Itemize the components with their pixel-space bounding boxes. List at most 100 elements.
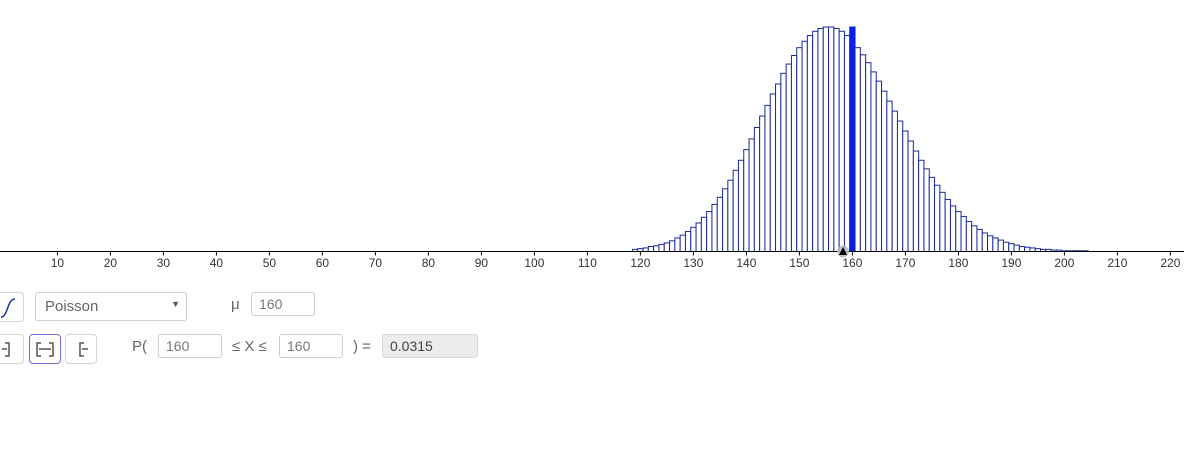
bar [817,27,824,253]
bar [870,71,877,253]
bar [987,235,994,253]
x-tick-label: 170 [895,256,915,270]
bar [949,205,957,252]
bar [642,247,649,253]
bar [838,30,845,253]
bar [690,226,697,253]
x-tick-label: 220 [1160,256,1180,270]
slider-point-marker[interactable] [837,245,849,258]
bar [997,239,1004,253]
probability-suffix: ) = [353,338,371,355]
bar [759,115,766,252]
probability-middle: ≤ X ≤ [232,338,267,355]
bar [695,222,702,253]
two-sided-icon [36,342,54,357]
chevron-down-icon: ▼ [171,299,180,309]
left-sided-icon [2,342,10,357]
cumulative-curve-icon [0,298,16,318]
lower-bound-input[interactable]: 160 [158,334,222,358]
bar [1018,246,1026,252]
probability-prefix: P( [132,338,147,355]
probability-result: 0.0315 [382,334,478,358]
bar [812,30,819,253]
x-tick-label: 130 [683,256,703,270]
bar [881,90,888,252]
bar [1002,241,1010,252]
upper-bound-input[interactable]: 160 [279,334,343,358]
bar [1008,243,1015,253]
bar [928,176,936,253]
bar [843,35,851,252]
bar [902,130,909,252]
distribution-chart: 10 20 30 40 50 60 70 80 90 100 110 120 130 140 150 160 1… [0,26,1184,270]
x-tick-label: 140 [736,256,756,270]
bars-group [631,26,1089,253]
left-sided-button[interactable] [0,334,24,364]
x-tick-label: 150 [789,256,809,270]
x-tick-label: 200 [1054,256,1074,270]
bar [780,72,787,252]
bar [775,83,782,252]
bar [976,228,983,253]
two-sided-button[interactable] [29,334,61,364]
x-tick-label: 210 [1107,256,1127,270]
bar [700,216,708,252]
bar [796,47,803,252]
bar [801,40,808,252]
bar [764,104,771,253]
bar [722,188,729,252]
bar [684,231,692,252]
bar [727,179,734,252]
x-tick-label: 70 [369,256,383,270]
bar [981,232,989,253]
bar [971,225,978,252]
distribution-select-value: Poisson [45,298,99,315]
x-tick-label: 20 [104,256,118,270]
x-tick-label: 180 [948,256,968,270]
x-tick-label: 120 [630,256,650,270]
x-tick-label: 160 [842,256,862,270]
bar [992,237,999,253]
bar [934,184,941,252]
bar [1013,244,1020,252]
x-tick-label: 100 [524,256,544,270]
bar [960,216,967,252]
bar [939,191,946,253]
bar [854,47,861,252]
bar [674,237,681,253]
x-tick-label: 50 [263,256,277,270]
bar [748,138,755,252]
bar [706,211,713,252]
x-tick-label: 110 [578,256,597,270]
cumulative-toggle-button[interactable] [0,292,24,322]
bar [944,198,951,252]
bar [918,159,925,253]
x-tick-label: 80 [422,256,436,270]
bar [806,35,814,252]
bar [647,246,655,252]
bar [769,93,777,252]
right-sided-icon [79,342,88,357]
bar [679,234,686,252]
bar [716,196,724,252]
bar [833,27,840,253]
bar [737,159,745,253]
bar [822,26,830,252]
bar [658,243,665,252]
bar [785,63,792,252]
x-tick-label: 10 [51,256,65,270]
bar [912,150,920,252]
bar [907,140,914,252]
bar [790,55,798,253]
distribution-select[interactable]: Poisson ▼ [35,292,187,321]
bar [663,242,671,252]
bar [923,168,930,252]
bar [859,54,867,252]
bar [828,26,835,252]
bar [886,100,893,253]
x-tick-label: 190 [1001,256,1021,270]
right-sided-button[interactable] [65,334,97,364]
bar [891,110,898,252]
bar [965,221,973,253]
mu-input[interactable]: 160 [251,292,315,316]
